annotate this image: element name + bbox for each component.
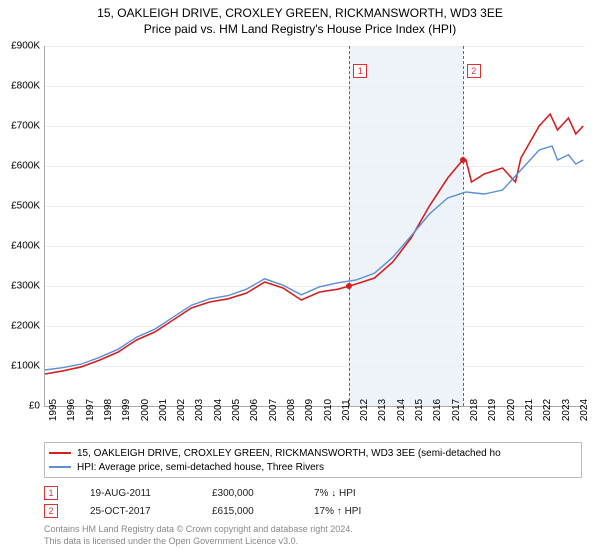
x-axis-label: 2000 [140, 399, 151, 421]
legend-swatch-property [49, 452, 71, 454]
legend-box: 15, OAKLEIGH DRIVE, CROXLEY GREEN, RICKM… [44, 442, 582, 478]
x-axis-label: 2006 [249, 399, 260, 421]
sale-date-2: 25-OCT-2017 [90, 506, 180, 517]
sale-dot [346, 283, 352, 289]
sale-dot [460, 157, 466, 163]
sale-price-2: £615,000 [212, 506, 282, 517]
sale-date-1: 19-AUG-2011 [90, 488, 180, 499]
sale-row-1: 1 19-AUG-2011 £300,000 7% ↓ HPI [44, 484, 394, 502]
x-axis-label: 1998 [103, 399, 114, 421]
x-axis-label: 1996 [66, 399, 77, 421]
y-axis-label: £200K [0, 321, 40, 332]
x-axis-label: 2009 [304, 399, 315, 421]
legend-item-hpi: HPI: Average price, semi-detached house,… [49, 460, 577, 474]
footer-attribution: Contains HM Land Registry data © Crown c… [44, 524, 353, 547]
legend-label-hpi: HPI: Average price, semi-detached house,… [77, 462, 324, 473]
x-axis-label: 2004 [213, 399, 224, 421]
series-line-property [45, 114, 583, 374]
chart-plot-area: 12 [44, 46, 585, 407]
x-axis-label: 2010 [323, 399, 334, 421]
x-axis-label: 2005 [231, 399, 242, 421]
x-axis-label: 2002 [176, 399, 187, 421]
y-axis-label: £100K [0, 361, 40, 372]
y-axis-label: £500K [0, 201, 40, 212]
x-axis-label: 2019 [487, 399, 498, 421]
footer-line-2: This data is licensed under the Open Gov… [44, 536, 353, 548]
sale-price-1: £300,000 [212, 488, 282, 499]
x-axis-label: 2008 [286, 399, 297, 421]
x-axis-label: 2017 [451, 399, 462, 421]
sale-data-table: 1 19-AUG-2011 £300,000 7% ↓ HPI 2 25-OCT… [44, 484, 394, 520]
x-axis-label: 2020 [506, 399, 517, 421]
x-axis-label: 2016 [432, 399, 443, 421]
y-axis-label: £900K [0, 41, 40, 52]
x-axis-label: 2022 [542, 399, 553, 421]
x-axis-label: 2018 [469, 399, 480, 421]
x-axis-label: 2001 [158, 399, 169, 421]
x-axis-label: 2003 [194, 399, 205, 421]
footer-line-1: Contains HM Land Registry data © Crown c… [44, 524, 353, 536]
x-axis-label: 2023 [561, 399, 572, 421]
y-axis-label: £400K [0, 241, 40, 252]
x-axis-label: 2013 [377, 399, 388, 421]
sale-marker-box: 2 [467, 64, 481, 78]
chart-title: 15, OAKLEIGH DRIVE, CROXLEY GREEN, RICKM… [0, 0, 600, 20]
sale-marker-box: 1 [353, 64, 367, 78]
x-axis-label: 2012 [359, 399, 370, 421]
y-axis-label: £300K [0, 281, 40, 292]
x-axis-label: 1995 [48, 399, 59, 421]
x-axis-label: 2011 [341, 399, 352, 421]
legend-item-property: 15, OAKLEIGH DRIVE, CROXLEY GREEN, RICKM… [49, 446, 577, 460]
x-axis-label: 2007 [268, 399, 279, 421]
x-axis-label: 2021 [524, 399, 535, 421]
y-axis-label: £600K [0, 161, 40, 172]
y-axis-label: £800K [0, 81, 40, 92]
sale-marker-1: 1 [44, 486, 58, 500]
x-axis-label: 2024 [579, 399, 590, 421]
sale-marker-2: 2 [44, 504, 58, 518]
x-axis-label: 1997 [85, 399, 96, 421]
sale-pct-1: 7% ↓ HPI [314, 488, 394, 499]
y-axis-label: £0 [0, 401, 40, 412]
sale-row-2: 2 25-OCT-2017 £615,000 17% ↑ HPI [44, 502, 394, 520]
chart-subtitle: Price paid vs. HM Land Registry's House … [0, 20, 600, 36]
x-axis-label: 2015 [414, 399, 425, 421]
series-line-hpi [45, 146, 583, 370]
legend-label-property: 15, OAKLEIGH DRIVE, CROXLEY GREEN, RICKM… [77, 448, 501, 459]
y-axis-label: £700K [0, 121, 40, 132]
legend-swatch-hpi [49, 466, 71, 468]
x-axis-label: 1999 [121, 399, 132, 421]
x-axis-label: 2014 [396, 399, 407, 421]
sale-pct-2: 17% ↑ HPI [314, 506, 394, 517]
